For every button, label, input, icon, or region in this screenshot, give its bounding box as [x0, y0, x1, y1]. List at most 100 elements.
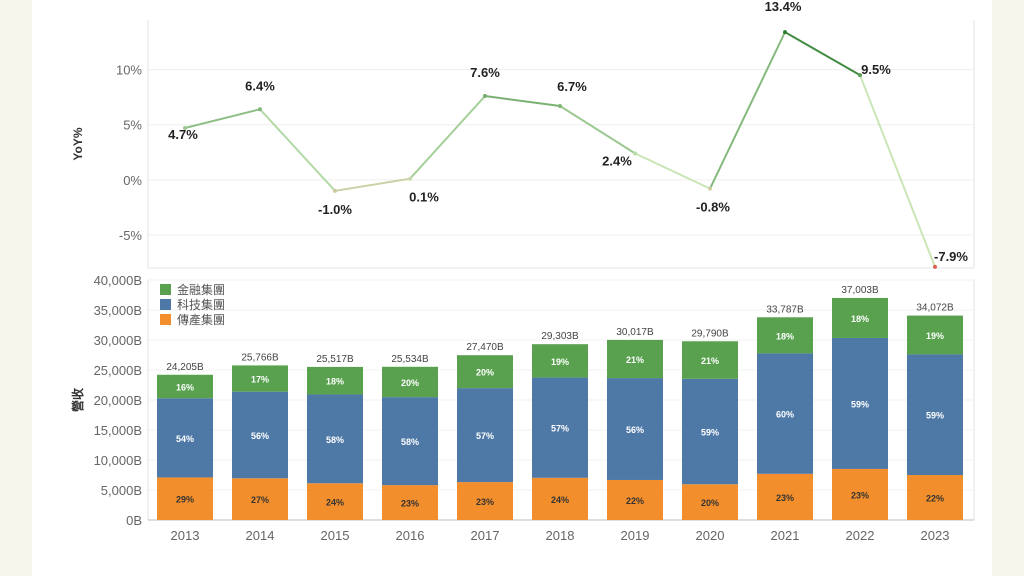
bar-total-label: 30,017B [616, 327, 654, 338]
line-y-tick-label: 10% [116, 63, 142, 78]
bar-segment-label: 24% [326, 498, 344, 508]
bar-segment-label: 17% [251, 375, 269, 385]
bar-y-tick-label: 20,000B [94, 393, 142, 408]
bar-segment-technology[interactable] [307, 394, 363, 484]
yoy-point[interactable] [933, 264, 937, 269]
bar-segment-label: 23% [776, 493, 794, 503]
bar-segment-technology[interactable] [157, 398, 213, 478]
bar-segment-finance[interactable] [382, 366, 438, 398]
yoy-line-segment [784, 31, 861, 77]
yoy-point[interactable] [558, 103, 562, 108]
bar-segment-technology[interactable] [232, 391, 288, 479]
yoy-point[interactable] [258, 107, 262, 112]
bar-segment-label: 59% [701, 428, 719, 438]
bar-segment-traditional-industry[interactable] [382, 485, 438, 520]
bar-segment-technology[interactable] [457, 388, 513, 483]
bar-segment-technology[interactable] [907, 354, 963, 476]
yoy-value-label: 6.4% [245, 78, 275, 93]
revenue-yoy-chart: 10% 5% 0% -5% YoY% 4.7% 6.4% -1.0% 0.1% 7.6% 6.7% 2… [70, 0, 975, 543]
legend-label: 科技集團 [177, 297, 225, 312]
bar-segment-technology[interactable] [532, 377, 588, 478]
bar-segment-label: 56% [251, 431, 269, 441]
bar-segment-finance[interactable] [157, 374, 213, 399]
bar-y-tick-label: 15,000B [94, 423, 142, 438]
bar-y-tick-label: 10,000B [94, 453, 142, 468]
bar-total-label: 37,003B [841, 285, 879, 296]
yoy-point[interactable] [408, 176, 412, 181]
yoy-line-segment [484, 95, 561, 107]
yoy-line-segment [184, 108, 261, 130]
bar-segment-finance[interactable] [307, 366, 363, 395]
yoy-point[interactable] [783, 30, 787, 35]
bar-segment-label: 21% [626, 355, 644, 365]
bar-segment-label: 27% [251, 495, 269, 505]
bar-segment-label: 56% [626, 425, 644, 435]
bar-segment-traditional-industry[interactable] [682, 484, 738, 520]
line-y-tick-label: -5% [119, 228, 143, 243]
x-tick-label: 2018 [546, 528, 575, 543]
bar-segment-technology[interactable] [382, 397, 438, 486]
bar-segment-label: 57% [476, 431, 494, 441]
bar-segment-technology[interactable] [682, 378, 738, 485]
legend-swatch-traditional-industry [160, 314, 171, 325]
legend-label: 金融集團 [177, 282, 225, 297]
bar-segment-traditional-industry[interactable] [157, 477, 213, 520]
yoy-value-label: -0.8% [696, 200, 730, 215]
bar-segment-traditional-industry[interactable] [832, 468, 888, 520]
yoy-line-segment [559, 104, 636, 155]
bar-segment-finance[interactable] [907, 315, 963, 355]
bar-segment-label: 59% [926, 411, 944, 421]
bar-segment-label: 20% [476, 368, 494, 378]
line-y-tick-label: 5% [123, 118, 142, 133]
yoy-point[interactable] [633, 151, 637, 156]
bar-segment-label: 18% [326, 377, 344, 387]
bar-y-axis-title: 營收 [70, 388, 85, 412]
bar-y-tick-label: 30,000B [94, 333, 142, 348]
bar-segment-traditional-industry[interactable] [307, 483, 363, 520]
bar-total-label: 29,790B [691, 328, 729, 339]
bar-segment-label: 20% [701, 498, 719, 508]
bar-segment-technology[interactable] [832, 337, 888, 469]
bar-segment-label: 23% [401, 499, 419, 509]
x-tick-label: 2015 [321, 528, 350, 543]
yoy-line-segment [409, 95, 486, 180]
bar-segment-traditional-industry[interactable] [607, 479, 663, 520]
bar-segment-technology[interactable] [607, 378, 663, 480]
bar-segment-traditional-industry[interactable] [907, 475, 963, 520]
bar-segment-traditional-industry[interactable] [532, 477, 588, 520]
bar-segment-label: 54% [176, 434, 194, 444]
bar-segment-finance[interactable] [757, 317, 813, 354]
yoy-point[interactable] [858, 73, 862, 78]
bar-segment-label: 16% [176, 383, 194, 393]
bar-segment-finance[interactable] [607, 339, 663, 379]
bar-segment-finance[interactable] [232, 365, 288, 392]
bar-segment-label: 21% [701, 356, 719, 366]
bar-segment-finance[interactable] [682, 341, 738, 379]
bar-segment-finance[interactable] [532, 344, 588, 378]
x-tick-label: 2013 [171, 528, 200, 543]
yoy-point[interactable] [183, 126, 187, 131]
bar-y-tick-label: 35,000B [94, 303, 142, 318]
yoy-value-label: -1.0% [318, 202, 352, 217]
yoy-point[interactable] [483, 94, 487, 99]
bar-segment-label: 60% [776, 410, 794, 420]
x-tick-label: 2021 [771, 528, 800, 543]
yoy-point[interactable] [708, 186, 712, 191]
line-y-tick-label: 0% [123, 173, 142, 188]
bar-segment-finance[interactable] [457, 355, 513, 389]
yoy-line-segment [634, 152, 711, 190]
bar-segment-label: 59% [851, 399, 869, 409]
bar-segment-traditional-industry[interactable] [757, 473, 813, 520]
bar-segment-traditional-industry[interactable] [232, 478, 288, 520]
bar-segment-traditional-industry[interactable] [457, 482, 513, 520]
bar-total-label: 29,303B [541, 331, 579, 342]
bar-segment-label: 18% [776, 331, 794, 341]
bar-total-label: 33,787B [766, 304, 804, 315]
bar-segment-technology[interactable] [757, 353, 813, 474]
yoy-value-label: 13.4% [765, 0, 802, 14]
bar-segment-finance[interactable] [832, 297, 888, 338]
bar-segment-label: 23% [476, 497, 494, 507]
bar-segment-label: 18% [851, 314, 869, 324]
yoy-point[interactable] [333, 188, 337, 193]
bar-segment-label: 22% [926, 494, 944, 504]
